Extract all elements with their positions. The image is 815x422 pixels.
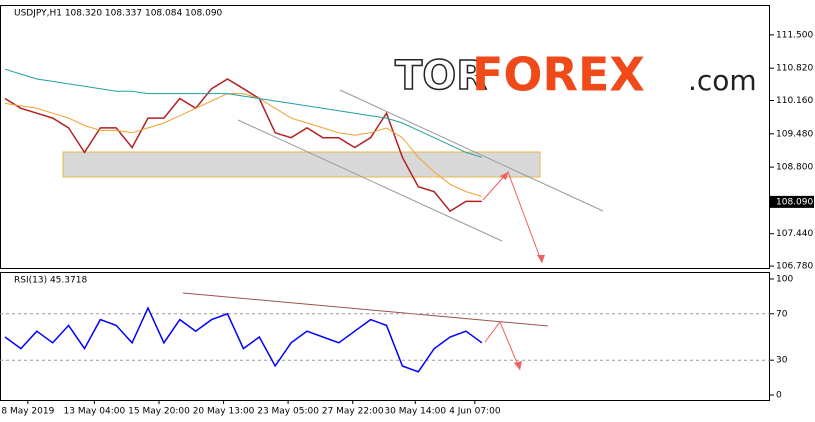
- x-tick-label: 4 Jun 07:00: [449, 407, 501, 417]
- y-tick-label: 107.440: [776, 229, 813, 239]
- panel-title: USDJPY,H1 108.320 108.337 108.084 108.09…: [14, 9, 223, 19]
- panel-frame: [0, 5, 770, 269]
- last-price-box: [770, 195, 814, 208]
- support-zone: [62, 151, 541, 178]
- x-tick-label: 13 May 04:00: [64, 407, 126, 417]
- y-tick-label: 100: [776, 274, 793, 284]
- y-tick-label: 0: [776, 391, 782, 401]
- y-tick-label: 70: [776, 309, 788, 319]
- logo-brand: TOR: [395, 53, 487, 99]
- series-line: [4, 306, 483, 373]
- panel-title: RSI(13) 45.3718: [14, 276, 87, 286]
- arrow-head: [500, 172, 508, 180]
- series-line: [4, 93, 483, 197]
- logo-suffix: .com: [688, 64, 757, 97]
- logo-accent: FOREX: [472, 48, 645, 102]
- x-tick-label: 27 May 22:00: [322, 407, 384, 417]
- drawings: [62, 89, 604, 371]
- y-tick-label: 110.160: [776, 96, 813, 106]
- y-tick-label: 30: [776, 356, 788, 366]
- y-tick-label: 106.780: [776, 262, 813, 272]
- arrow-head: [537, 255, 545, 263]
- y-tick-label: 108.800: [776, 163, 813, 173]
- x-tick-label: 30 May 14:00: [384, 407, 446, 417]
- arrow-head: [514, 361, 522, 370]
- x-tick-label: 15 May 20:00: [128, 407, 190, 417]
- series-line: [4, 78, 482, 213]
- y-tick-label: 110.820: [776, 64, 813, 74]
- channel-line: [237, 119, 503, 242]
- panel-frame: [0, 272, 770, 401]
- series-line: [4, 68, 483, 158]
- channel-line: [339, 89, 604, 212]
- forecast-arrow: [484, 321, 521, 371]
- y-tick-label: 109.480: [776, 129, 813, 139]
- x-tick-label: 8 May 2019: [1, 407, 54, 417]
- rsi-trendline: [182, 292, 549, 327]
- last-price-label: 108.090: [776, 197, 813, 207]
- y-tick-label: 111.500: [776, 30, 813, 40]
- x-tick-label: 20 May 13:00: [193, 407, 255, 417]
- x-tick-label: 23 May 05:00: [257, 407, 319, 417]
- watermark: TOR FOREX .com: [394, 48, 757, 102]
